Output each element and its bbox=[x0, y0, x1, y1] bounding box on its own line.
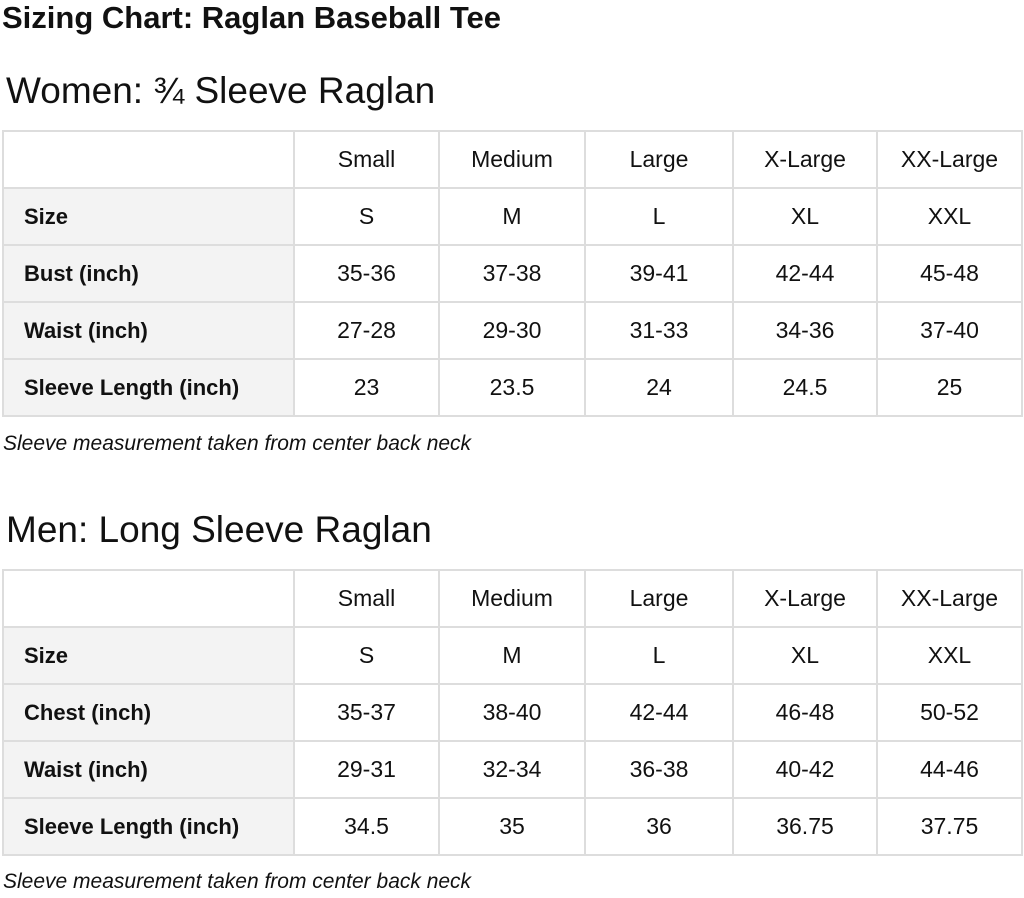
table-cell: 46-48 bbox=[732, 683, 878, 742]
table-cell: 31-33 bbox=[584, 301, 734, 360]
table-cell: 27-28 bbox=[293, 301, 440, 360]
section-heading: Men: Long Sleeve Raglan bbox=[6, 509, 432, 550]
table-row: Bust (inch) 35-36 37-38 39-41 42-44 45-48 bbox=[2, 244, 1023, 303]
table-cell: 32-34 bbox=[438, 740, 586, 799]
row-label: Sleeve Length (inch) bbox=[2, 797, 295, 856]
row-label: Bust (inch) bbox=[2, 244, 295, 303]
page-title: Sizing Chart: Raglan Baseball Tee bbox=[2, 0, 501, 35]
row-label: Waist (inch) bbox=[2, 301, 295, 360]
table-row: Sleeve Length (inch) 34.5 35 36 36.75 37.75 bbox=[2, 797, 1023, 856]
table-cell: 37-40 bbox=[876, 301, 1023, 360]
corner-cell bbox=[2, 130, 295, 189]
table-cell: 34-36 bbox=[732, 301, 878, 360]
table-cell: XXL bbox=[876, 626, 1023, 685]
table-row: Waist (inch) 27-28 29-30 31-33 34-36 37-40 bbox=[2, 301, 1023, 360]
table-cell: 36 bbox=[584, 797, 734, 856]
column-header: Small bbox=[293, 569, 440, 628]
table-row: Size S M L XL XXL bbox=[2, 626, 1023, 685]
row-label: Chest (inch) bbox=[2, 683, 295, 742]
row-label: Size bbox=[2, 626, 295, 685]
table-note: Sleeve measurement taken from center bac… bbox=[3, 432, 472, 455]
table-cell: 38-40 bbox=[438, 683, 586, 742]
header-row: Small Medium Large X-Large XX-Large bbox=[2, 569, 1023, 628]
table-cell: 42-44 bbox=[584, 683, 734, 742]
column-header: XX-Large bbox=[876, 130, 1023, 189]
table-cell: 29-30 bbox=[438, 301, 586, 360]
table-cell: XXL bbox=[876, 187, 1023, 246]
table-cell: 50-52 bbox=[876, 683, 1023, 742]
table-cell: 23.5 bbox=[438, 358, 586, 417]
table-cell: 35-36 bbox=[293, 244, 440, 303]
corner-cell bbox=[2, 569, 295, 628]
column-header: XX-Large bbox=[876, 569, 1023, 628]
row-label: Size bbox=[2, 187, 295, 246]
table-note: Sleeve measurement taken from center bac… bbox=[3, 870, 472, 893]
table-cell: 36.75 bbox=[732, 797, 878, 856]
table-cell: 25 bbox=[876, 358, 1023, 417]
table-cell: S bbox=[293, 187, 440, 246]
table-cell: 29-31 bbox=[293, 740, 440, 799]
row-label: Sleeve Length (inch) bbox=[2, 358, 295, 417]
table-cell: 37.75 bbox=[876, 797, 1023, 856]
table-cell: 35-37 bbox=[293, 683, 440, 742]
column-header: Medium bbox=[438, 569, 586, 628]
column-header: X-Large bbox=[732, 569, 878, 628]
column-header: Large bbox=[584, 130, 734, 189]
column-header: X-Large bbox=[732, 130, 878, 189]
table-cell: 39-41 bbox=[584, 244, 734, 303]
column-header: Large bbox=[584, 569, 734, 628]
table-cell: 35 bbox=[438, 797, 586, 856]
row-label: Waist (inch) bbox=[2, 740, 295, 799]
table-cell: 45-48 bbox=[876, 244, 1023, 303]
table-cell: 23 bbox=[293, 358, 440, 417]
table-cell: 42-44 bbox=[732, 244, 878, 303]
section-heading: Women: ¾ Sleeve Raglan bbox=[6, 70, 436, 111]
column-header: Medium bbox=[438, 130, 586, 189]
table-row: Chest (inch) 35-37 38-40 42-44 46-48 50-52 bbox=[2, 683, 1023, 742]
table-cell: 24 bbox=[584, 358, 734, 417]
table-cell: 40-42 bbox=[732, 740, 878, 799]
table-cell: 36-38 bbox=[584, 740, 734, 799]
header-row: Small Medium Large X-Large XX-Large bbox=[2, 130, 1023, 189]
table-cell: L bbox=[584, 626, 734, 685]
table-row: Waist (inch) 29-31 32-34 36-38 40-42 44-46 bbox=[2, 740, 1023, 799]
size-table: Small Medium Large X-Large XX-Large Size S M L XL… bbox=[2, 130, 1023, 417]
column-header: Small bbox=[293, 130, 440, 189]
size-table: Small Medium Large X-Large XX-Large Size S M L XL… bbox=[2, 569, 1023, 856]
table-cell: 34.5 bbox=[293, 797, 440, 856]
table-cell: XL bbox=[732, 187, 878, 246]
table-cell: M bbox=[438, 187, 586, 246]
table-row: Size S M L XL XXL bbox=[2, 187, 1023, 246]
table-cell: 37-38 bbox=[438, 244, 586, 303]
table-cell: L bbox=[584, 187, 734, 246]
table-cell: M bbox=[438, 626, 586, 685]
table-cell: 24.5 bbox=[732, 358, 878, 417]
table-cell: S bbox=[293, 626, 440, 685]
table-cell: 44-46 bbox=[876, 740, 1023, 799]
table-row: Sleeve Length (inch) 23 23.5 24 24.5 25 bbox=[2, 358, 1023, 417]
table-cell: XL bbox=[732, 626, 878, 685]
